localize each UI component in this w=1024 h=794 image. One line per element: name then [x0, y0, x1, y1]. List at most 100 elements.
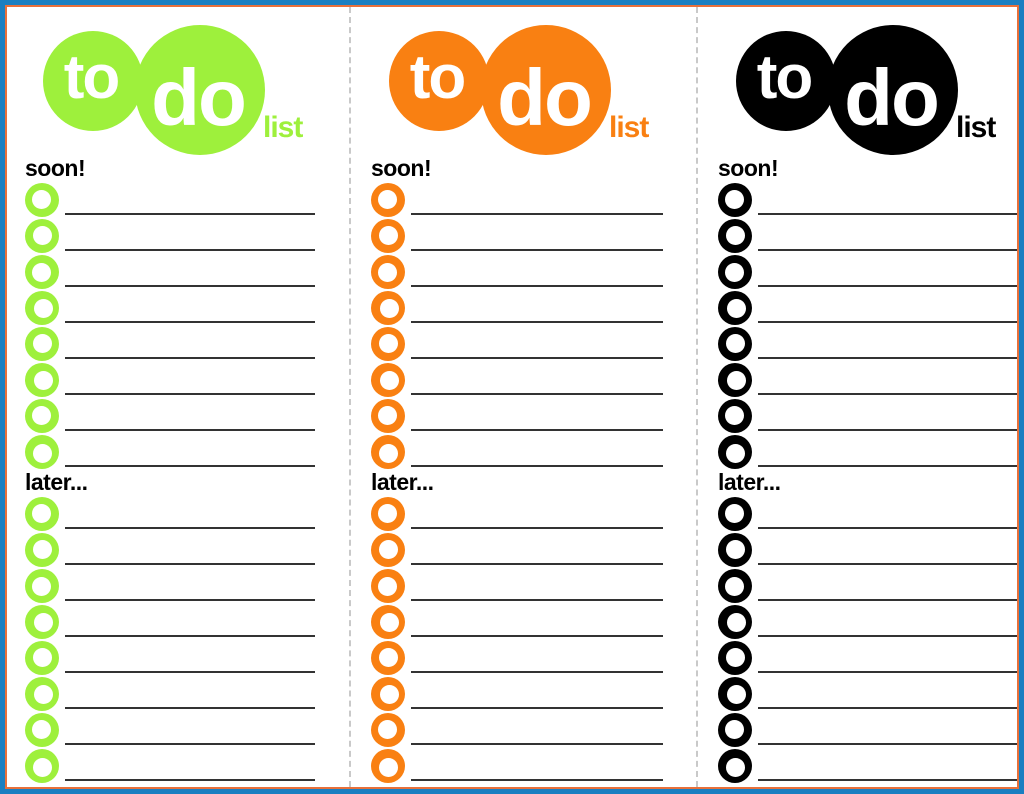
write-line[interactable] [411, 285, 663, 287]
checkbox-circle-icon[interactable] [718, 497, 752, 531]
checkbox-circle-icon[interactable] [25, 219, 59, 253]
write-line[interactable] [411, 429, 663, 431]
checkbox-circle-icon[interactable] [371, 641, 405, 675]
checkbox-circle-icon[interactable] [371, 291, 405, 325]
checkbox-circle-icon[interactable] [25, 641, 59, 675]
checkbox-circle-icon[interactable] [718, 569, 752, 603]
write-line[interactable] [411, 635, 663, 637]
write-line[interactable] [411, 743, 663, 745]
write-line[interactable] [758, 707, 1017, 709]
write-line[interactable] [65, 465, 315, 467]
write-line[interactable] [758, 635, 1017, 637]
write-line[interactable] [758, 321, 1017, 323]
write-line[interactable] [65, 563, 315, 565]
checkbox-circle-icon[interactable] [371, 219, 405, 253]
write-line[interactable] [411, 321, 663, 323]
checkbox-circle-icon[interactable] [371, 749, 405, 783]
write-line[interactable] [758, 357, 1017, 359]
checkbox-circle-icon[interactable] [371, 363, 405, 397]
checkbox-circle-icon[interactable] [25, 399, 59, 433]
checkbox-circle-icon[interactable] [718, 677, 752, 711]
write-line[interactable] [65, 213, 315, 215]
write-line[interactable] [65, 527, 315, 529]
checkbox-circle-icon[interactable] [718, 435, 752, 469]
write-line[interactable] [758, 249, 1017, 251]
checkbox-circle-icon[interactable] [25, 327, 59, 361]
write-line[interactable] [758, 671, 1017, 673]
write-line[interactable] [411, 563, 663, 565]
checkbox-circle-icon[interactable] [371, 605, 405, 639]
checkbox-circle-icon[interactable] [25, 713, 59, 747]
write-line[interactable] [411, 599, 663, 601]
checkbox-circle-icon[interactable] [25, 569, 59, 603]
checkbox-circle-icon[interactable] [25, 183, 59, 217]
write-line[interactable] [411, 213, 663, 215]
checkbox-circle-icon[interactable] [371, 533, 405, 567]
write-line[interactable] [758, 527, 1017, 529]
write-line[interactable] [758, 393, 1017, 395]
write-line[interactable] [758, 743, 1017, 745]
checkbox-circle-icon[interactable] [371, 255, 405, 289]
write-line[interactable] [65, 393, 315, 395]
checkbox-circle-icon[interactable] [718, 183, 752, 217]
write-line[interactable] [65, 671, 315, 673]
checkbox-circle-icon[interactable] [718, 219, 752, 253]
write-line[interactable] [65, 743, 315, 745]
checkbox-circle-icon[interactable] [371, 569, 405, 603]
write-line[interactable] [411, 393, 663, 395]
checkbox-circle-icon[interactable] [371, 497, 405, 531]
write-line[interactable] [758, 599, 1017, 601]
write-line[interactable] [65, 285, 315, 287]
write-line[interactable] [411, 779, 663, 781]
logo-word-do: do [844, 53, 940, 142]
checkbox-circle-icon[interactable] [718, 291, 752, 325]
checkbox-circle-icon[interactable] [25, 435, 59, 469]
write-line[interactable] [758, 563, 1017, 565]
write-line[interactable] [65, 249, 315, 251]
checkbox-circle-icon[interactable] [371, 183, 405, 217]
checkbox-circle-icon[interactable] [718, 399, 752, 433]
checkbox-circle-icon[interactable] [718, 641, 752, 675]
checkbox-circle-icon[interactable] [25, 255, 59, 289]
write-line[interactable] [65, 321, 315, 323]
checkbox-circle-icon[interactable] [371, 435, 405, 469]
checkbox-hole [727, 613, 746, 632]
write-line[interactable] [411, 527, 663, 529]
logo-word-list: list [263, 111, 303, 144]
section-heading-later: later... [25, 469, 88, 495]
checkbox-circle-icon[interactable] [718, 255, 752, 289]
write-line[interactable] [758, 285, 1017, 287]
checkbox-circle-icon[interactable] [371, 677, 405, 711]
checkbox-circle-icon[interactable] [371, 327, 405, 361]
write-line[interactable] [65, 599, 315, 601]
write-line[interactable] [411, 671, 663, 673]
checkbox-circle-icon[interactable] [25, 749, 59, 783]
checkbox-circle-icon[interactable] [371, 713, 405, 747]
write-line[interactable] [758, 779, 1017, 781]
checkbox-circle-icon[interactable] [718, 363, 752, 397]
checkbox-circle-icon[interactable] [718, 533, 752, 567]
checkbox-circle-icon[interactable] [718, 749, 752, 783]
write-line[interactable] [411, 707, 663, 709]
write-line[interactable] [65, 429, 315, 431]
checkbox-circle-icon[interactable] [718, 605, 752, 639]
checkbox-circle-icon[interactable] [718, 327, 752, 361]
write-line[interactable] [65, 357, 315, 359]
checkbox-circle-icon[interactable] [371, 399, 405, 433]
checkbox-circle-icon[interactable] [25, 533, 59, 567]
write-line[interactable] [758, 429, 1017, 431]
write-line[interactable] [411, 465, 663, 467]
write-line[interactable] [65, 635, 315, 637]
write-line[interactable] [411, 357, 663, 359]
write-line[interactable] [411, 249, 663, 251]
checkbox-circle-icon[interactable] [718, 713, 752, 747]
checkbox-circle-icon[interactable] [25, 605, 59, 639]
checkbox-circle-icon[interactable] [25, 677, 59, 711]
write-line[interactable] [65, 707, 315, 709]
write-line[interactable] [65, 779, 315, 781]
write-line[interactable] [758, 213, 1017, 215]
write-line[interactable] [758, 465, 1017, 467]
checkbox-circle-icon[interactable] [25, 497, 59, 531]
checkbox-circle-icon[interactable] [25, 291, 59, 325]
checkbox-circle-icon[interactable] [25, 363, 59, 397]
